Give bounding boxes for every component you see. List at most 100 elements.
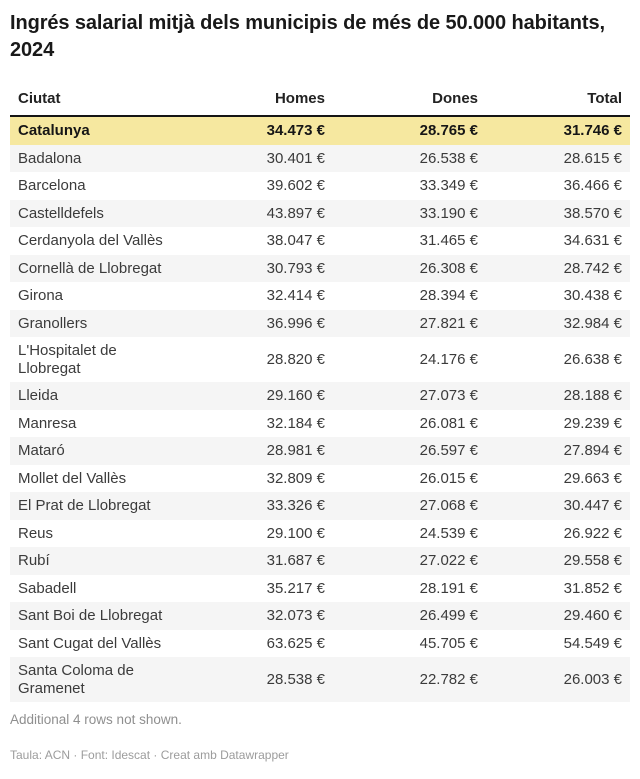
cell-total: 26.638 € [563, 350, 622, 368]
cell-total: 30.447 € [486, 492, 630, 520]
cell-ciutat: Cerdanyola del Vallès [18, 232, 163, 250]
cell-dones: 27.068 € [333, 492, 486, 520]
column-header-total: Total [486, 88, 630, 118]
cell-homes: 28.820 € [266, 350, 325, 368]
cell-ciutat: Catalunya [10, 116, 185, 145]
cell-total: 54.549 € [563, 634, 622, 652]
cell-total: 31.852 € [563, 579, 622, 597]
cell-dones: 26.499 € [333, 602, 486, 630]
table-row: Cerdanyola del Vallès 38.047 € 31.465 € 34.… [10, 227, 630, 255]
cell-dones: 27.073 € [333, 382, 486, 410]
cell-dones: 22.782 € [333, 657, 486, 703]
cell-homes: 34.473 € [185, 116, 333, 145]
table-row: El Prat de Llobregat 33.326 €27.068 €30.4… [10, 492, 630, 520]
table-row: Rubí 31.687 €27.022 €29.558 € [10, 547, 630, 575]
table-row: Lleida 29.160 €27.073 €28.188 € [10, 382, 630, 410]
cell-homes: 39.602 € [266, 177, 325, 195]
table-row: Cornellà de Llobregat 30.793 €26.308 €28.… [10, 254, 630, 283]
cell-ciutat: Lleida [10, 382, 185, 410]
cell-homes: 32.809 € [266, 469, 325, 487]
datawrapper-credit-link[interactable]: Creat amb Datawrapper [160, 747, 289, 762]
credits-source-text: Taula: ACN · Font: Idescat · [10, 747, 161, 762]
table-body: Catalunya 34.473 €28.765 €31.746 € Badalon… [10, 116, 630, 703]
table-row: Santa Coloma de Gramenet 28.538 €22.782 €… [10, 657, 630, 703]
cell-dones: 26.308 € [333, 254, 486, 283]
cell-total: 32.984 € [486, 309, 630, 338]
table-row: Catalunya 34.473 €28.765 €31.746 € [10, 116, 630, 145]
column-header-ciutat: Ciutat [10, 88, 185, 118]
cell-total: 29.558 € [486, 547, 630, 575]
cell-ciutat: Sabadell [18, 579, 77, 597]
cell-ciutat: Granollers [10, 309, 185, 338]
cell-dones: 33.190 € [333, 199, 486, 228]
table-row: L'Hospitalet de Llobregat 28.820 € 24.176 … [10, 337, 630, 382]
table-row: Granollers 36.996 €27.821 €32.984 € [10, 309, 630, 338]
salary-table: Ciutat Homes Dones Total Catalunya 34.473… [10, 88, 630, 703]
cell-homes: 36.996 € [185, 309, 333, 338]
cell-total: 36.466 € [563, 177, 622, 195]
cell-total: 26.922 € [563, 524, 622, 542]
table-row: Manresa 32.184 € 26.081 € 29.239 € [10, 410, 630, 438]
cell-homes: 32.184 € [266, 414, 325, 432]
table-row: Sant Cugat del Vallès 63.625 € 45.705 € 54.… [10, 630, 630, 658]
cell-total: 28.188 € [486, 382, 630, 410]
table-row: Reus 29.100 € 24.539 € 26.922 € [10, 520, 630, 548]
cell-homes: 35.217 € [266, 579, 325, 597]
cell-total: 31.746 € [486, 116, 630, 145]
cell-ciutat: L'Hospitalet de Llobregat [18, 342, 117, 377]
rows-not-shown-note: Additional 4 rows not shown. [10, 712, 182, 728]
credits-line: Taula: ACN · Font: Idescat · Creat amb D… [10, 748, 630, 764]
table-row: Barcelona 39.602 € 33.349 € 36.466 € [10, 172, 630, 200]
column-header-dones: Dones [333, 88, 486, 118]
cell-homes: 32.414 € [266, 287, 325, 305]
table-header: Ciutat Homes Dones Total [10, 88, 630, 118]
cell-dones: 24.176 € [419, 350, 478, 368]
cell-ciutat: Barcelona [18, 177, 86, 195]
table-row: Sabadell 35.217 € 28.191 € 31.852 € [10, 575, 630, 603]
cell-total: 26.003 € [486, 657, 630, 703]
cell-ciutat: Girona [18, 287, 64, 305]
cell-dones: 27.022 € [333, 547, 486, 575]
table-row: Mollet del Vallès 32.809 € 26.015 € 29.663 … [10, 465, 630, 493]
cell-dones: 26.015 € [419, 469, 478, 487]
cell-ciutat: Mollet del Vallès [18, 469, 127, 487]
cell-dones: 45.705 € [419, 634, 478, 652]
cell-dones: 26.081 € [419, 414, 478, 432]
table-row: Badalona 30.401 €26.538 €28.615 € [10, 144, 630, 173]
cell-dones: 24.539 € [419, 524, 478, 542]
cell-total: 28.615 € [486, 144, 630, 173]
cell-total: 30.438 € [563, 287, 622, 305]
datawrapper-table-widget: Ingrés salarial mitjà dels municipis de … [10, 12, 630, 764]
cell-dones: 26.538 € [333, 144, 486, 173]
cell-ciutat: El Prat de Llobregat [10, 492, 185, 520]
cell-homes: 30.793 € [185, 254, 333, 283]
cell-ciutat: Mataró [10, 437, 185, 465]
cell-total: 29.663 € [563, 469, 622, 487]
cell-total: 34.631 € [563, 232, 622, 250]
cell-dones: 33.349 € [419, 177, 478, 195]
cell-ciutat: Santa Coloma de Gramenet [10, 657, 185, 703]
cell-total: 28.742 € [486, 254, 630, 283]
cell-homes: 63.625 € [266, 634, 325, 652]
cell-homes: 31.687 € [185, 547, 333, 575]
page-title: Ingrés salarial mitjà dels municipis de … [10, 12, 605, 61]
cell-dones: 26.597 € [333, 437, 486, 465]
cell-homes: 32.073 € [185, 602, 333, 630]
cell-homes: 33.326 € [185, 492, 333, 520]
cell-homes: 28.981 € [185, 437, 333, 465]
table-row: Girona 32.414 € 28.394 € 30.438 € [10, 282, 630, 310]
cell-ciutat: Rubí [10, 547, 185, 575]
cell-dones: 31.465 € [419, 232, 478, 250]
cell-homes: 43.897 € [185, 199, 333, 228]
table-row: Mataró 28.981 €26.597 €27.894 € [10, 437, 630, 465]
column-header-homes: Homes [185, 88, 333, 118]
cell-homes: 38.047 € [266, 232, 325, 250]
cell-total: 29.460 € [486, 602, 630, 630]
cell-total: 38.570 € [486, 199, 630, 228]
cell-homes: 28.538 € [185, 657, 333, 703]
cell-ciutat: Manresa [18, 414, 77, 432]
cell-total: 29.239 € [563, 414, 622, 432]
cell-dones: 28.191 € [419, 579, 478, 597]
cell-ciutat: Sant Cugat del Vallès [18, 634, 162, 652]
cell-homes: 30.401 € [185, 144, 333, 173]
